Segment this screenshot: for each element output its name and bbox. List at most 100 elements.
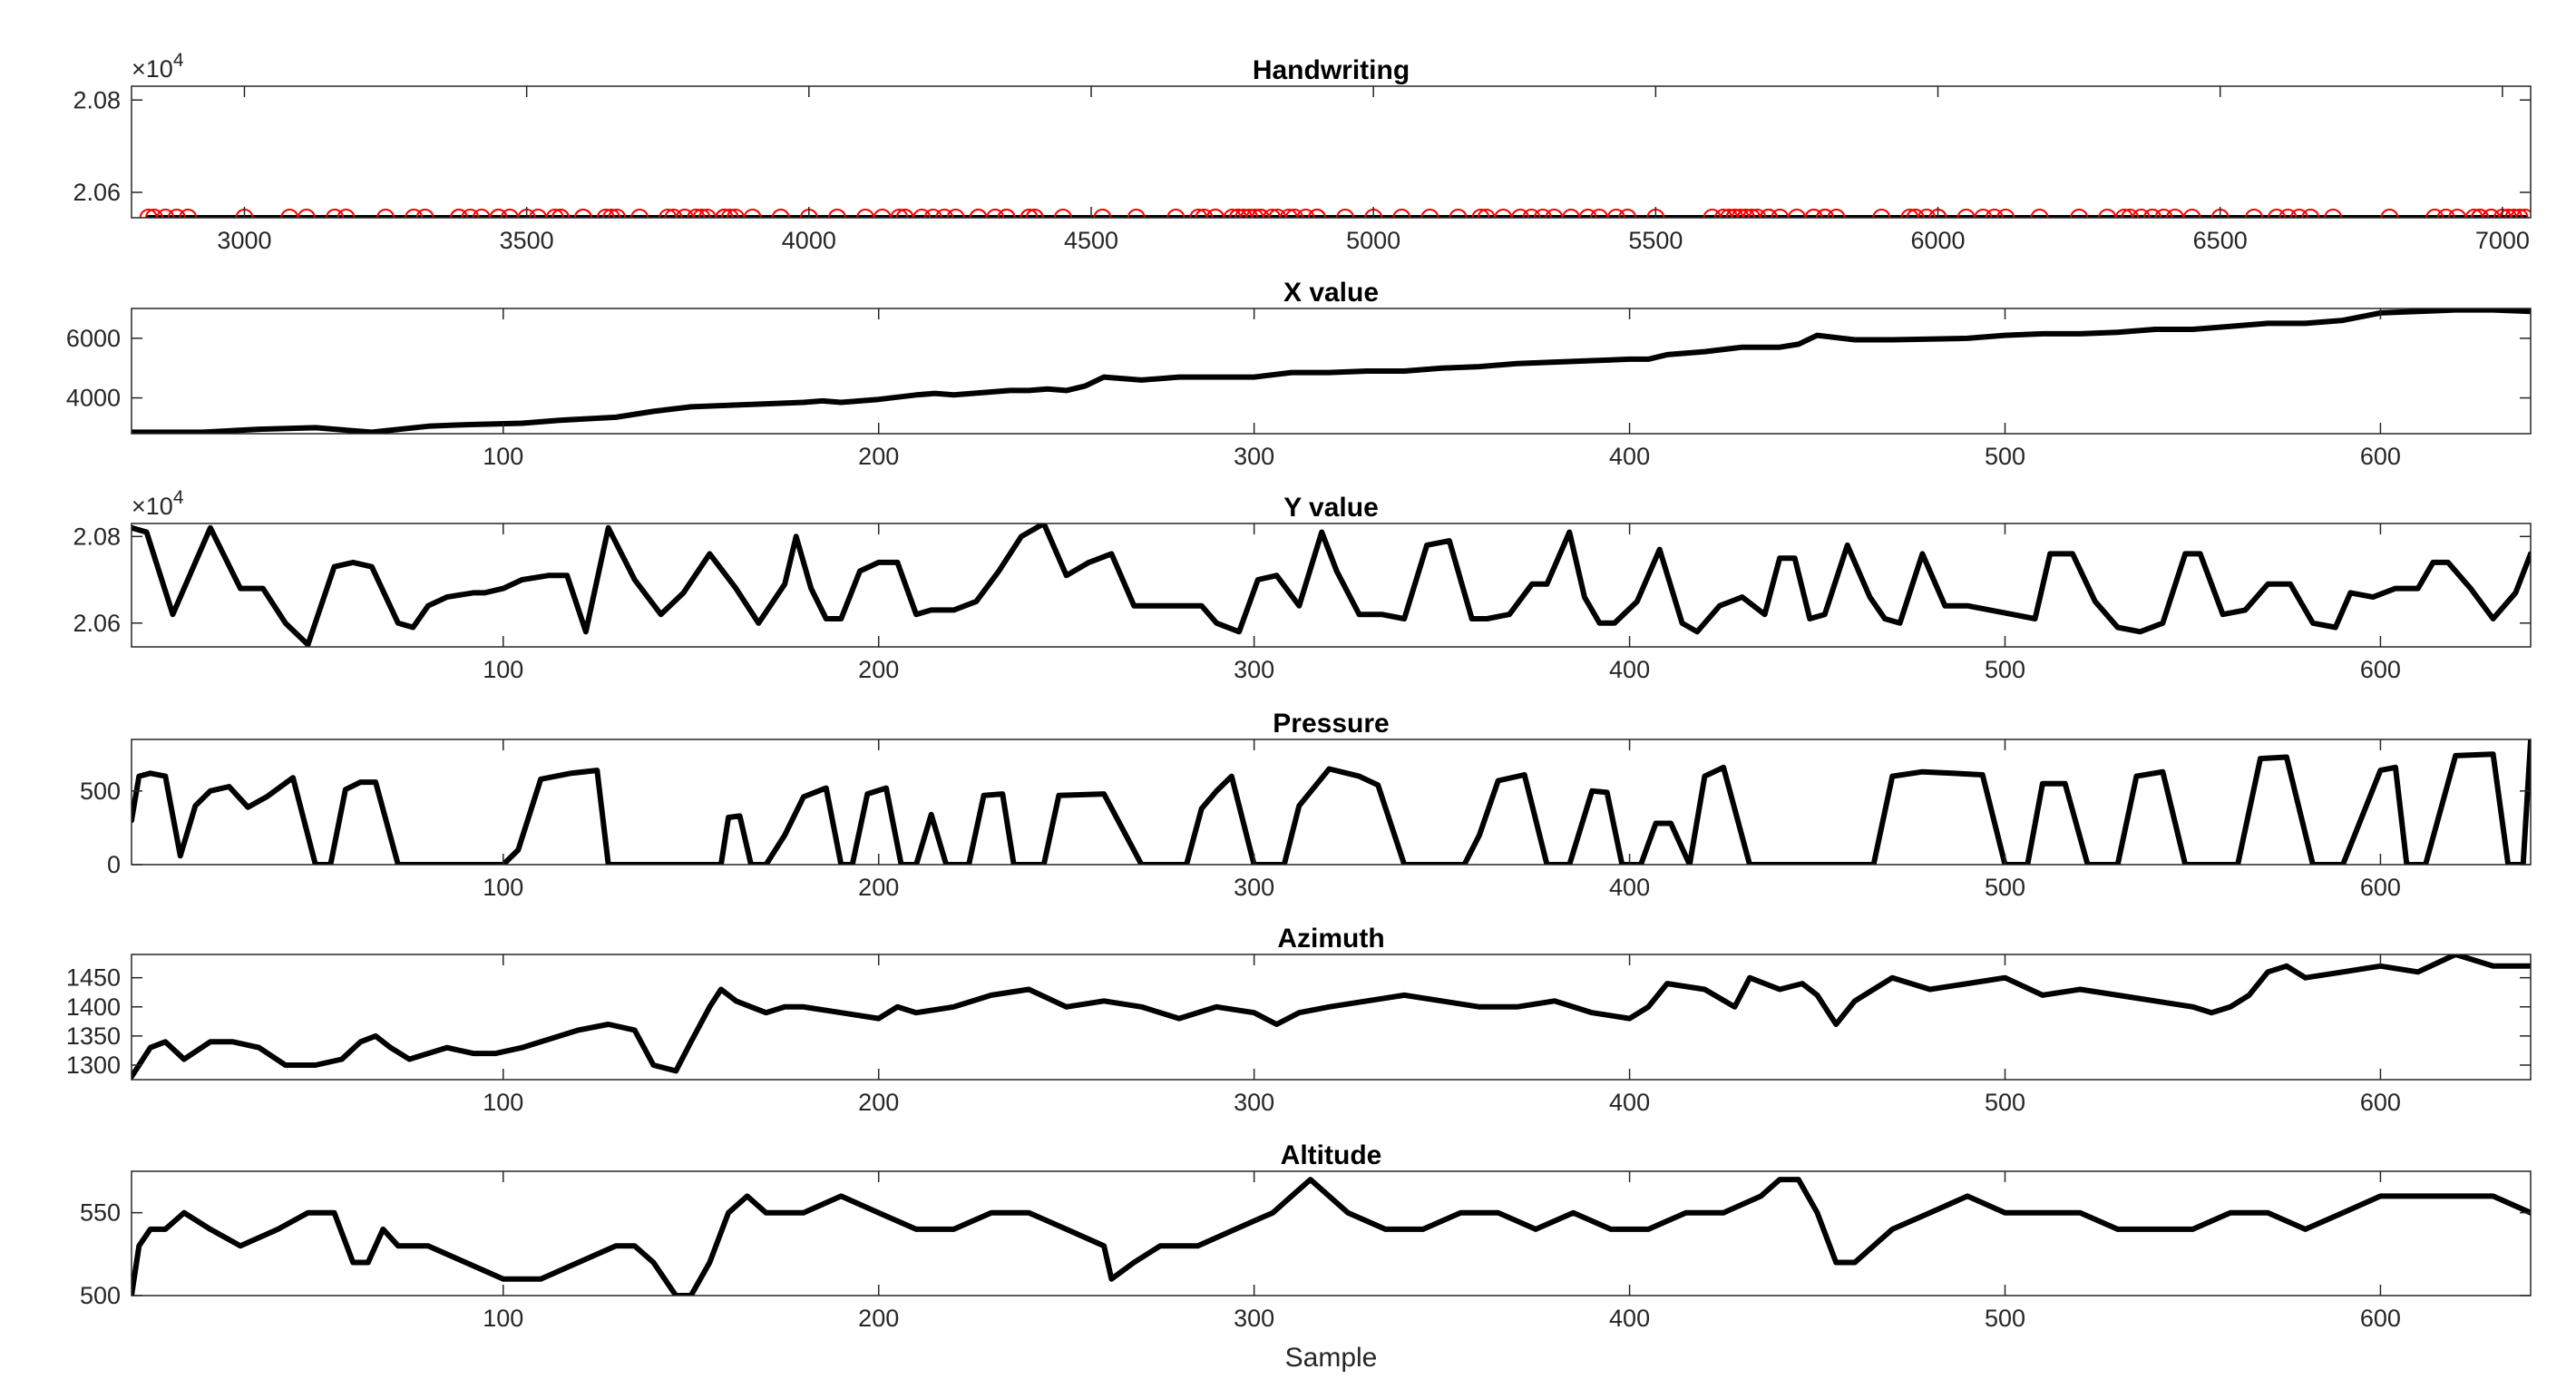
series-line (132, 739, 2531, 865)
x-tick-label: 100 (483, 656, 523, 683)
panel-title: Azimuth (1277, 924, 1384, 954)
data-point (156, 209, 175, 218)
data-point (1906, 209, 1925, 218)
x-tick-label: 400 (1609, 656, 1650, 683)
data-point (1392, 209, 1411, 218)
data-point (2143, 209, 2162, 218)
data-point (1725, 209, 1744, 218)
data-point (1494, 209, 1513, 218)
panel-title: Y value (1283, 493, 1379, 523)
data-point (946, 209, 965, 218)
data-point (1223, 209, 1242, 218)
data-point (2425, 209, 2444, 218)
y-tick-label: 1300 (66, 1052, 121, 1079)
data-point (692, 209, 711, 218)
data-point (1578, 209, 1597, 218)
data-point (630, 209, 649, 218)
axes-box (131, 308, 2532, 435)
data-point (1956, 209, 1976, 218)
data-point (545, 209, 564, 218)
data-point (139, 209, 158, 218)
axes-box (131, 954, 2532, 1081)
data-point (1900, 209, 1919, 218)
x-tick-label: 600 (2360, 874, 2401, 901)
y-tick-label: 500 (80, 1282, 121, 1309)
x-tick-label: 300 (1234, 656, 1274, 683)
data-point (2482, 209, 2501, 218)
data-point (2504, 209, 2523, 218)
data-point (1804, 209, 1823, 218)
x-tick-label: 5000 (1346, 227, 1400, 254)
data-point (1545, 209, 1564, 218)
data-point (1268, 209, 1287, 218)
data-point (827, 209, 846, 218)
data-point (2070, 209, 2089, 218)
data-point (1606, 209, 1625, 218)
data-point (743, 209, 762, 218)
data-point (1771, 209, 1790, 218)
y-tick-label: 0 (107, 851, 121, 878)
data-point (489, 209, 508, 218)
data-point (1245, 209, 1264, 218)
data-point (1025, 209, 1044, 218)
data-point (2114, 209, 2133, 218)
data-point (1234, 209, 1254, 218)
y-tick-label: 1400 (66, 993, 121, 1021)
axes-box (131, 1170, 2532, 1296)
data-point (1195, 209, 1214, 218)
y-tick-label: 500 (80, 778, 121, 805)
axes-box (131, 739, 2532, 866)
x-tick-label: 200 (858, 443, 899, 470)
y-exponent-label: ×104 (132, 50, 184, 83)
data-point (449, 209, 468, 218)
y-tick-label: 4000 (66, 385, 121, 412)
data-point (1166, 209, 1186, 218)
data-point (461, 209, 480, 218)
x-tick-label: 4000 (782, 227, 836, 254)
data-point (1189, 209, 1208, 218)
series-line (132, 954, 2531, 1080)
data-point (1759, 209, 1778, 218)
x-tick-label: 200 (858, 874, 899, 901)
data-point (337, 209, 356, 218)
x-tick-label: 200 (858, 656, 899, 683)
y-tick-label: 2.06 (73, 179, 121, 206)
data-point (2464, 209, 2483, 218)
data-point (144, 209, 163, 218)
x-tick-label: 400 (1609, 443, 1650, 470)
x-tick-label: 400 (1609, 874, 1650, 901)
data-point (1787, 209, 1806, 218)
data-point (1562, 209, 1580, 218)
data-point (2245, 209, 2264, 218)
marker-group (139, 209, 2531, 218)
x-tick-label: 500 (1985, 1089, 2025, 1116)
series-line (132, 1177, 2531, 1296)
data-point (2154, 209, 2173, 218)
panel-2: Y value 100 200 300 400 500 600 2.06 2.08 ×104 (73, 487, 2532, 683)
data-point (2448, 209, 2467, 218)
y-tick-label: 1450 (66, 964, 121, 992)
data-point (1590, 209, 1609, 218)
x-tick-label: 200 (858, 1305, 899, 1332)
x-tick-label: 300 (1234, 443, 1274, 470)
x-tick-label: 500 (1985, 656, 2025, 683)
data-point (1748, 209, 1767, 218)
data-point (1420, 209, 1439, 218)
data-point (1296, 209, 1315, 218)
data-point (1477, 209, 1496, 218)
panel-4: Azimuth 100 200 300 400 500 600 130013501400145… (66, 924, 2532, 1116)
data-point (1263, 209, 1282, 218)
data-point (608, 209, 627, 218)
data-point (1127, 209, 1146, 218)
y-exponent-label: ×104 (132, 487, 184, 520)
x-tick-label: 6500 (2193, 227, 2248, 254)
data-point (1742, 209, 1761, 218)
data-point (687, 209, 706, 218)
data-point (1020, 209, 1039, 218)
data-point (2470, 209, 2489, 218)
panel-0: Handwriting 3000 3500 4000 4500 5000 5500 6000 6… (73, 50, 2532, 254)
panel-5: Altitude 100 200 300 400 500 600 500 550 Sample (80, 1140, 2532, 1373)
y-tick-label: 6000 (66, 325, 121, 352)
x-tick-label: 300 (1234, 1089, 1274, 1116)
